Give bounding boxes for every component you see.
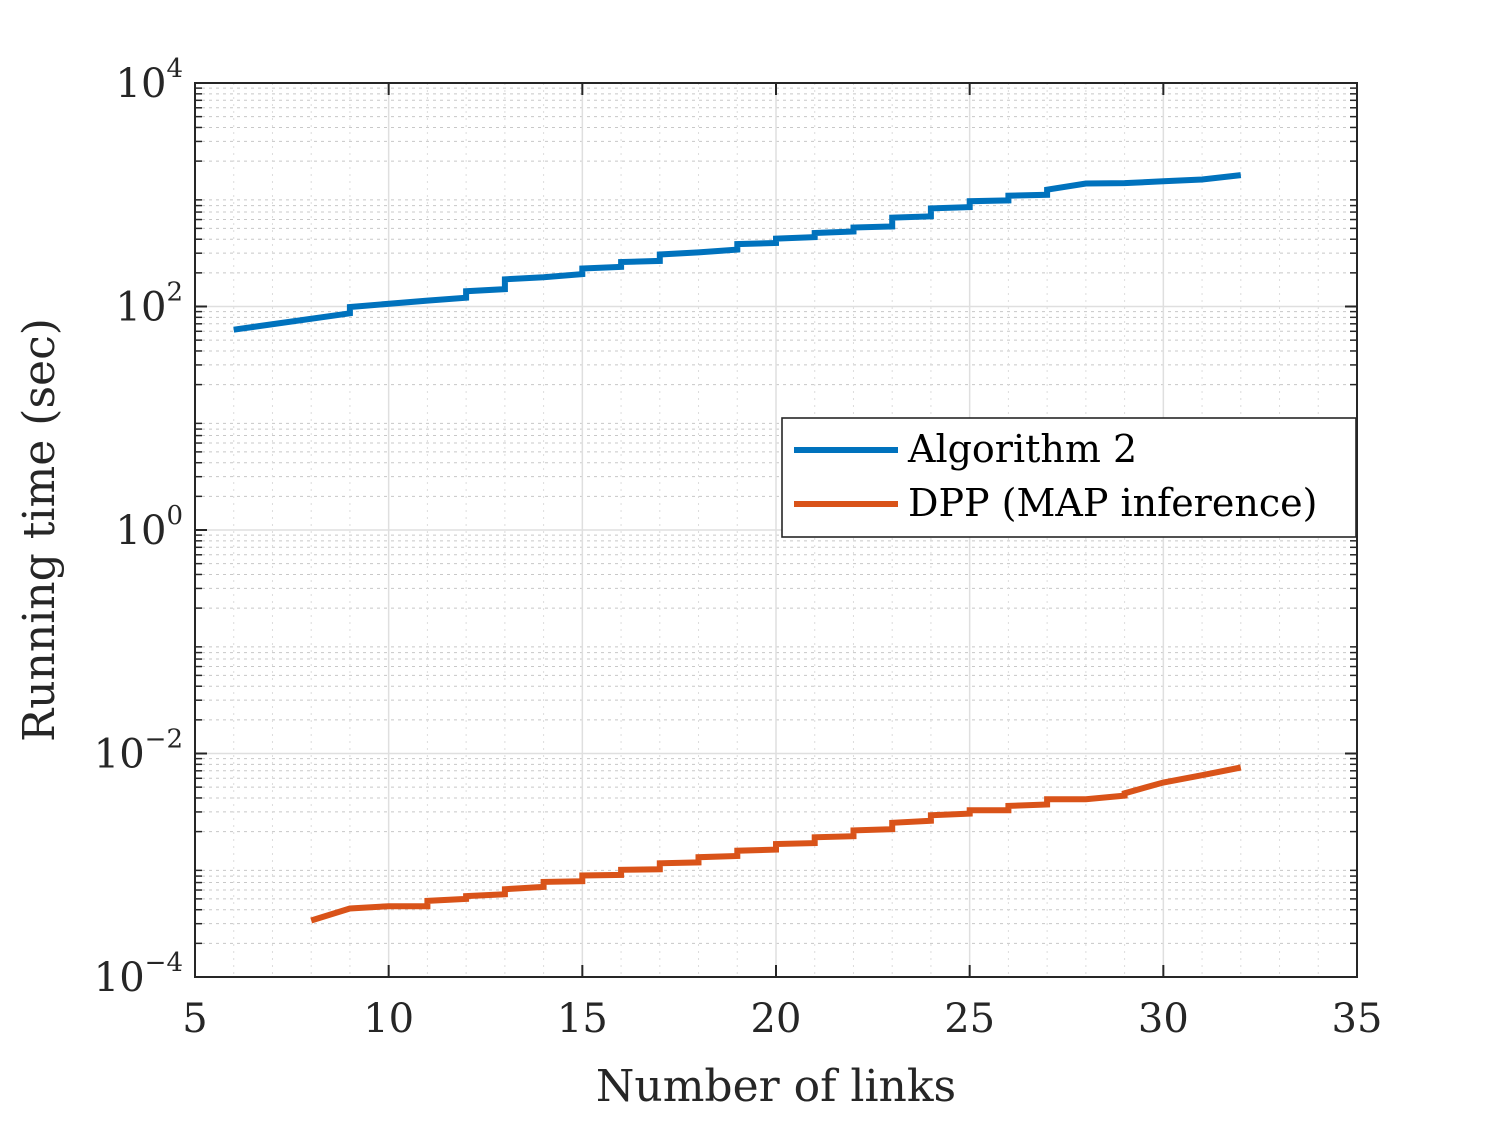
legend-box: [781, 417, 1357, 538]
y-tick-label: 10−4: [94, 948, 183, 1001]
y-tick-base: 10: [94, 732, 145, 778]
legend-label-dpp: DPP (MAP inference): [908, 481, 1317, 525]
series-lines: [233, 172, 1242, 924]
y-tick-exponent: −4: [145, 948, 183, 978]
x-tick-label: 10: [363, 996, 414, 1042]
x-tick-label: 25: [944, 996, 995, 1042]
x-tick-label: 20: [751, 996, 802, 1042]
x-tick-label: 35: [1332, 996, 1383, 1042]
y-tick-label: 102: [116, 278, 183, 331]
y-tick-exponent: −2: [145, 725, 183, 755]
y-axis-label: Running time (sec): [14, 318, 65, 742]
x-tick-label: 30: [1138, 996, 1189, 1042]
y-tick-base: 10: [94, 955, 145, 1001]
x-tick-labels: 5 10 15 20 25 30 35: [182, 996, 1382, 1042]
plot-frame: [194, 82, 1358, 978]
legend-label-algorithm-2: Algorithm 2: [907, 427, 1137, 471]
series-line-algorithm-2: [233, 172, 1242, 333]
series-line-dpp: [310, 764, 1242, 924]
y-tick-label: 10−2: [94, 725, 183, 778]
legend: Algorithm 2 DPP (MAP inference): [781, 417, 1357, 538]
y-tick-exponent: 4: [166, 54, 183, 84]
y-tick-label: 100: [116, 501, 183, 554]
y-tick-label: 104: [116, 54, 183, 107]
x-tick-label: 15: [557, 996, 608, 1042]
y-tick-base: 10: [116, 61, 167, 107]
x-axis-label: Number of links: [596, 1061, 956, 1112]
y-tick-base: 10: [116, 508, 167, 554]
y-tick-exponent: 0: [166, 501, 183, 531]
y-tick-exponent: 2: [166, 278, 183, 308]
y-tick-base: 10: [116, 285, 167, 331]
x-tick-label: 5: [182, 996, 207, 1042]
